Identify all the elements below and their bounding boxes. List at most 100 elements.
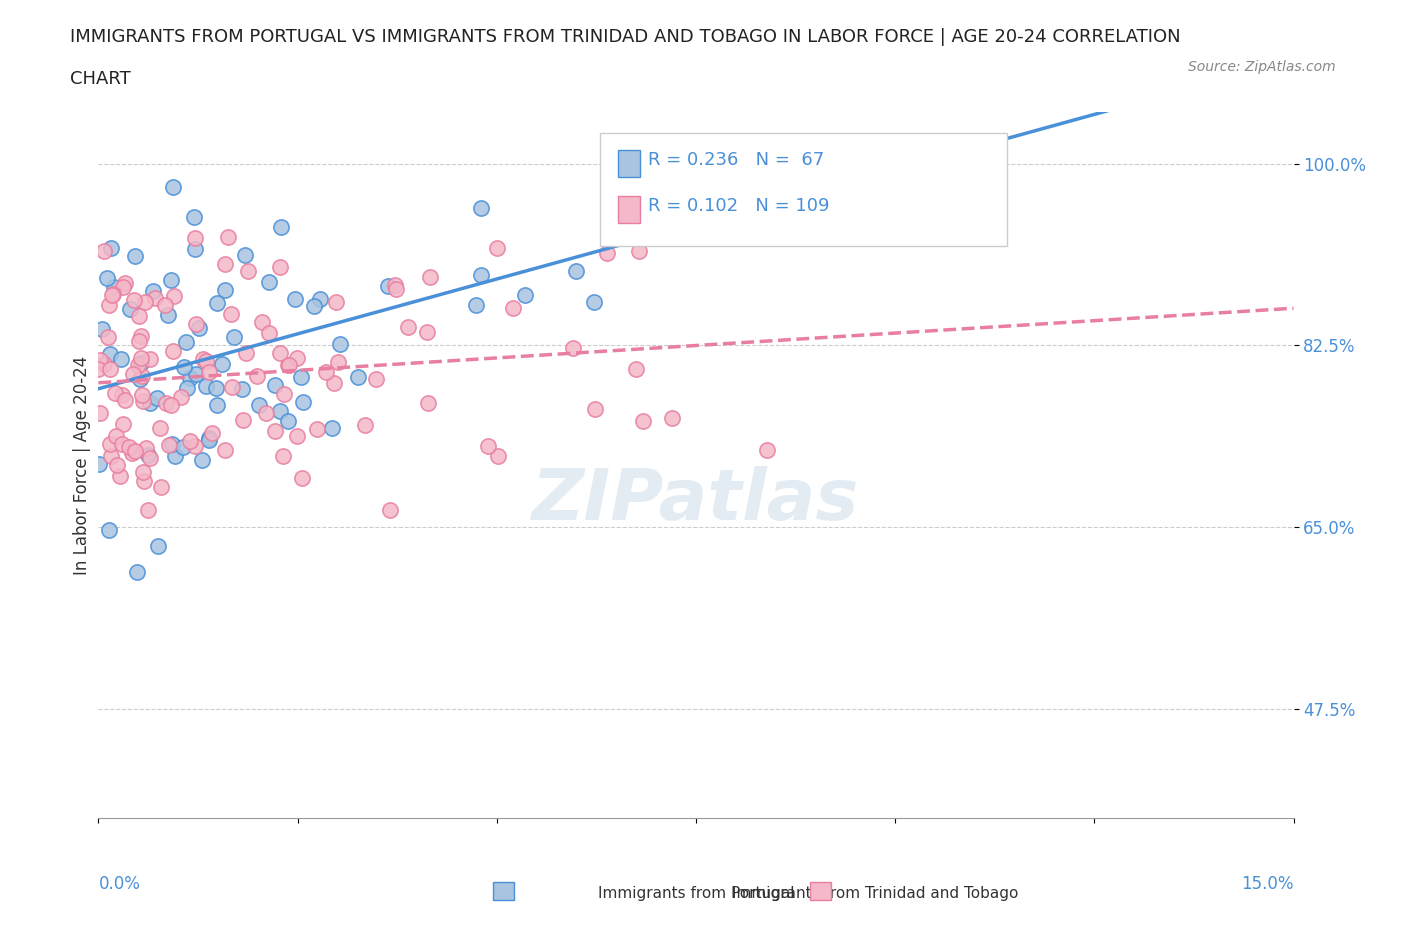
Text: CHART: CHART [70, 70, 131, 87]
Point [269, 404, 291, 418]
Point [583, 402, 606, 417]
Point [186, 366, 208, 381]
Point [129, 355, 152, 370]
Point [325, 295, 347, 310]
Point [201, 425, 224, 440]
Point [143, 291, 166, 306]
Point [235, 346, 257, 361]
Point [131, 368, 153, 383]
Point [247, 398, 270, 413]
Point [271, 448, 294, 463]
Point [96, 271, 118, 286]
Point [292, 394, 315, 409]
Point [132, 473, 155, 488]
Point [583, 295, 606, 310]
Point [100, 449, 122, 464]
Point [124, 248, 146, 263]
Point [187, 320, 209, 335]
Point [97, 329, 120, 344]
Point [131, 328, 153, 343]
Point [179, 370, 201, 385]
Point [104, 385, 127, 400]
Point [470, 200, 492, 215]
Point [101, 286, 124, 301]
Point [284, 291, 307, 306]
Point [129, 372, 152, 387]
Point [254, 405, 277, 420]
Point [155, 395, 177, 410]
FancyBboxPatch shape [619, 196, 640, 223]
Text: Immigrants from Portugal: Immigrants from Portugal [598, 885, 794, 900]
Point [486, 448, 509, 463]
Point [198, 432, 221, 447]
Point [565, 263, 588, 278]
Point [257, 326, 280, 340]
Point [277, 358, 299, 373]
Point [624, 362, 647, 377]
Point [114, 275, 136, 290]
Point [290, 369, 312, 384]
Point [269, 259, 291, 274]
Point [326, 354, 349, 369]
Point [138, 502, 160, 517]
Point [87, 457, 110, 472]
Point [91, 322, 114, 337]
Point [205, 397, 228, 412]
Point [418, 270, 440, 285]
Point [132, 394, 155, 409]
Point [118, 439, 141, 454]
Point [205, 380, 228, 395]
FancyBboxPatch shape [494, 882, 515, 899]
Point [184, 317, 207, 332]
Point [384, 278, 406, 293]
Point [98, 346, 121, 361]
Point [291, 470, 314, 485]
Point [163, 288, 186, 303]
Point [93, 244, 115, 259]
Point [174, 335, 197, 350]
Point [112, 417, 135, 432]
Point [236, 263, 259, 278]
Point [129, 351, 152, 365]
Point [139, 451, 162, 466]
Point [513, 287, 536, 302]
Point [329, 337, 352, 352]
Point [160, 437, 183, 452]
Point [128, 309, 150, 324]
Point [621, 152, 644, 166]
Text: IMMIGRANTS FROM PORTUGAL VS IMMIGRANTS FROM TRINIDAD AND TOBAGO IN LABOR FORCE |: IMMIGRANTS FROM PORTUGAL VS IMMIGRANTS F… [70, 28, 1181, 46]
Point [269, 346, 291, 361]
Point [214, 283, 236, 298]
Point [233, 247, 256, 262]
Point [179, 433, 201, 448]
Point [103, 279, 125, 294]
Point [321, 421, 343, 436]
Point [385, 281, 408, 296]
Point [477, 439, 499, 454]
Point [214, 257, 236, 272]
Point [111, 388, 134, 403]
Point [194, 353, 217, 368]
Point [121, 445, 143, 460]
Point [100, 436, 122, 451]
Point [194, 379, 217, 393]
Point [197, 365, 219, 379]
Point [134, 294, 156, 309]
Point [89, 405, 111, 420]
Point [232, 412, 254, 427]
Point [135, 441, 157, 456]
Point [111, 279, 134, 294]
Point [120, 301, 142, 316]
FancyBboxPatch shape [600, 133, 1007, 246]
Point [156, 308, 179, 323]
Point [121, 366, 143, 381]
Point [257, 275, 280, 290]
Point [142, 284, 165, 299]
Point [277, 358, 299, 373]
Point [183, 438, 205, 453]
Y-axis label: In Labor Force | Age 20-24: In Labor Force | Age 20-24 [73, 355, 91, 575]
Point [315, 365, 337, 379]
Point [756, 443, 779, 458]
Point [596, 246, 619, 260]
Point [173, 360, 195, 375]
